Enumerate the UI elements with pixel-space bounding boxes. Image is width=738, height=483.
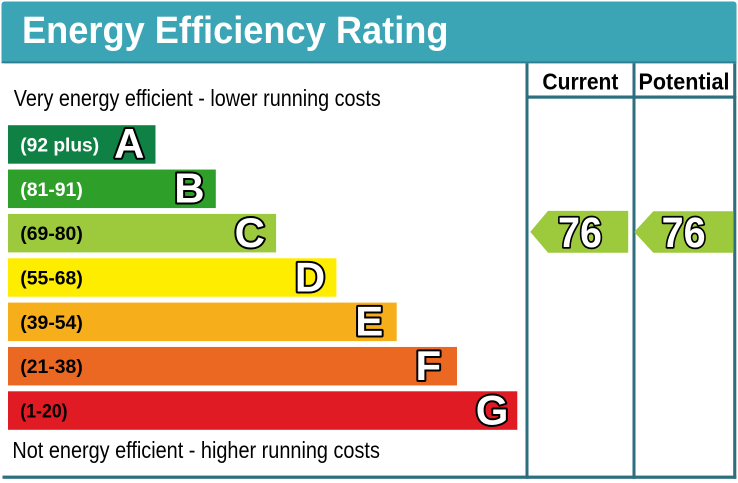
svg-text:(81-91): (81-91) <box>20 179 83 201</box>
svg-text:Not energy efficient - higher: Not energy efficient - higher running co… <box>12 437 380 463</box>
svg-text:C: C <box>235 209 265 256</box>
svg-text:G: G <box>476 386 509 433</box>
svg-text:(1-20): (1-20) <box>20 401 67 423</box>
svg-text:D: D <box>295 253 325 300</box>
svg-text:(92 plus): (92 plus) <box>20 134 99 156</box>
svg-text:Energy Efficiency Rating: Energy Efficiency Rating <box>22 9 449 52</box>
svg-text:B: B <box>174 165 204 212</box>
svg-text:76: 76 <box>662 209 706 257</box>
svg-text:(21-38): (21-38) <box>20 356 83 378</box>
svg-text:(69-80): (69-80) <box>20 223 83 245</box>
svg-text:A: A <box>114 120 144 167</box>
svg-text:(39-54): (39-54) <box>20 312 83 334</box>
svg-text:Current: Current <box>542 69 618 95</box>
svg-text:76: 76 <box>558 209 602 257</box>
svg-text:Very energy efficient - lower: Very energy efficient - lower running co… <box>14 85 381 111</box>
svg-text:E: E <box>355 298 383 345</box>
svg-text:Potential: Potential <box>639 69 730 95</box>
svg-text:F: F <box>416 342 442 389</box>
svg-text:(55-68): (55-68) <box>20 267 83 289</box>
